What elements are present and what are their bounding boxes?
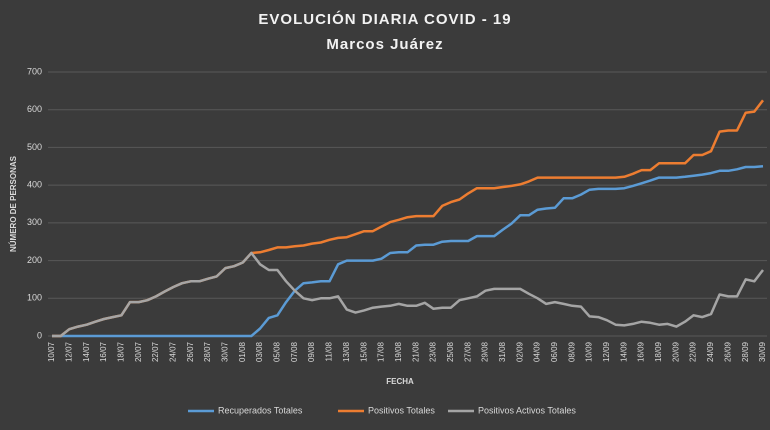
x-tick-label: 26/07 (186, 341, 195, 362)
y-tick-label: 300 (27, 217, 42, 227)
x-tick-label: 04/09 (533, 341, 542, 362)
x-tick-label: 10/09 (585, 341, 594, 362)
x-tick-label: 18/07 (116, 341, 125, 362)
x-tick-label: 22/07 (151, 341, 160, 362)
chart-subtitle: Marcos Juárez (326, 36, 443, 53)
line-series (52, 99, 764, 338)
x-tick-label: 07/08 (290, 341, 299, 362)
x-tick-label: 11/08 (325, 341, 334, 361)
y-tick-label: 400 (27, 180, 42, 190)
legend-label: Recuperados Totales (218, 405, 303, 415)
x-tick-label: 29/08 (481, 341, 490, 362)
legend: Recuperados Totales Positivos Totales Posi… (188, 405, 576, 415)
x-tick-label: 12/09 (602, 341, 611, 362)
legend-label: Positivos Totales (368, 405, 435, 415)
x-tick-label: 24/07 (168, 341, 177, 362)
y-tick-label: 700 (27, 66, 42, 76)
x-tick-label: 22/09 (689, 341, 698, 362)
x-tick-label: 12/07 (64, 341, 73, 362)
x-tick-label: 19/08 (394, 341, 403, 362)
x-tick-label: 09/08 (307, 341, 316, 362)
x-tick-label: 25/08 (446, 341, 455, 362)
y-tick-label: 100 (27, 293, 42, 303)
x-axis-title: FECHA (386, 377, 414, 386)
x-tick-label: 08/09 (567, 341, 576, 362)
x-tick-label: 24/09 (706, 341, 715, 362)
x-tick-label: 06/09 (550, 341, 559, 362)
x-tick-label: 30/07 (221, 341, 230, 362)
y-tick-label: 600 (27, 104, 42, 114)
x-tick-label: 13/08 (342, 341, 351, 362)
x-tick-label: 14/07 (82, 341, 91, 362)
x-tick-label: 27/08 (463, 341, 472, 362)
x-tick-label: 17/08 (377, 341, 386, 362)
x-tick-label: 16/09 (637, 341, 646, 362)
line-series (52, 165, 764, 338)
y-axis-title: NÚMERO DE PERSONAS (9, 155, 18, 252)
x-tick-label: 21/08 (411, 341, 420, 362)
x-tick-label: 16/07 (99, 341, 108, 362)
x-tick-label: 20/07 (134, 341, 143, 362)
x-tick-label: 01/08 (238, 341, 247, 362)
x-tick-label: 15/08 (359, 341, 368, 362)
x-tick-label: 10/07 (47, 341, 56, 362)
legend-label: Positivos Activos Totales (478, 405, 576, 415)
x-tick-label: 31/08 (498, 341, 507, 362)
y-tick-label: 200 (27, 255, 42, 265)
x-tick-label: 28/09 (741, 341, 750, 362)
line-series (52, 251, 764, 338)
x-tick-label: 20/09 (671, 341, 680, 362)
x-tick-label: 28/07 (203, 341, 212, 362)
x-tick-label: 18/09 (654, 341, 663, 362)
chart-title: EVOLUCIÓN DIARIA COVID - 19 (258, 10, 511, 28)
x-tick-label: 30/09 (758, 341, 767, 362)
y-tick-label: 500 (27, 142, 42, 152)
y-tick-label: 0 (37, 330, 42, 340)
x-tick-label: 02/09 (515, 341, 524, 362)
x-tick-label: 05/08 (273, 341, 282, 362)
x-tick-label: 03/08 (255, 341, 264, 362)
x-tick-label: 14/09 (619, 341, 628, 362)
x-tick-label: 26/09 (723, 341, 732, 362)
x-tick-label: 23/08 (429, 341, 438, 362)
